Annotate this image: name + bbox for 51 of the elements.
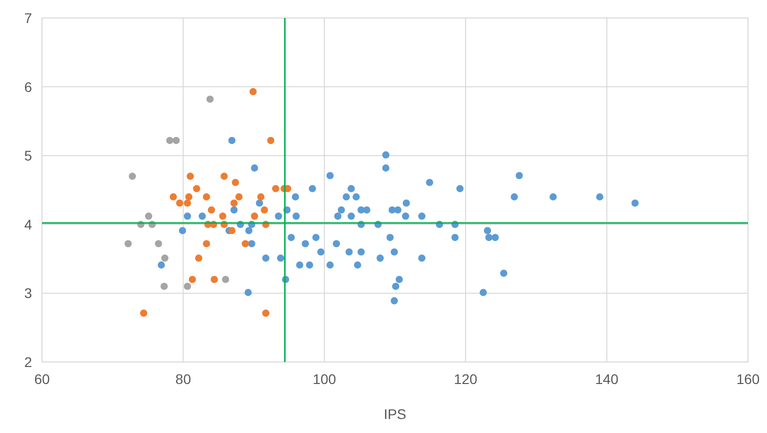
point: [195, 254, 202, 262]
point: [128, 172, 136, 180]
point: [124, 240, 132, 248]
point: [172, 136, 180, 144]
point: [210, 276, 218, 284]
point: [184, 282, 192, 290]
point: [220, 172, 228, 180]
point: [219, 212, 226, 220]
x-tick-label: 100: [312, 371, 336, 387]
point: [260, 206, 268, 214]
y-tick-label: 2: [24, 354, 32, 370]
point: [257, 193, 264, 200]
point: [262, 310, 270, 317]
x-tick-label: 160: [736, 371, 760, 387]
point: [202, 193, 210, 200]
point: [230, 199, 238, 207]
point: [193, 185, 200, 192]
point: [176, 199, 184, 207]
point: [186, 172, 194, 180]
point: [232, 178, 240, 186]
point: [208, 206, 216, 214]
point: [145, 212, 152, 220]
point: [222, 276, 230, 284]
point: [161, 254, 168, 262]
x-tick-label: 140: [595, 371, 619, 387]
point: [185, 193, 192, 200]
point: [267, 136, 274, 144]
point: [170, 193, 177, 200]
y-tick-label: 6: [24, 78, 32, 95]
point: [184, 199, 192, 207]
y-tick-label: 4: [24, 216, 32, 232]
point: [272, 185, 280, 192]
x-tick-label: 60: [34, 371, 50, 387]
x-axis-title: IPS: [384, 406, 406, 422]
point: [206, 96, 214, 103]
point: [202, 240, 210, 248]
point: [242, 240, 249, 248]
point: [188, 276, 196, 284]
y-tick-label: 5: [24, 148, 32, 164]
y-tick-label: 7: [24, 10, 32, 26]
point: [235, 193, 243, 200]
point: [166, 136, 174, 144]
point: [249, 88, 257, 96]
y-tick-label: 3: [24, 285, 32, 302]
x-tick-label: 120: [454, 371, 478, 387]
point: [140, 310, 148, 317]
x-tick-label: 80: [175, 371, 192, 387]
point: [228, 227, 236, 234]
point: [160, 282, 168, 290]
point: [154, 240, 162, 248]
point: [250, 212, 258, 220]
